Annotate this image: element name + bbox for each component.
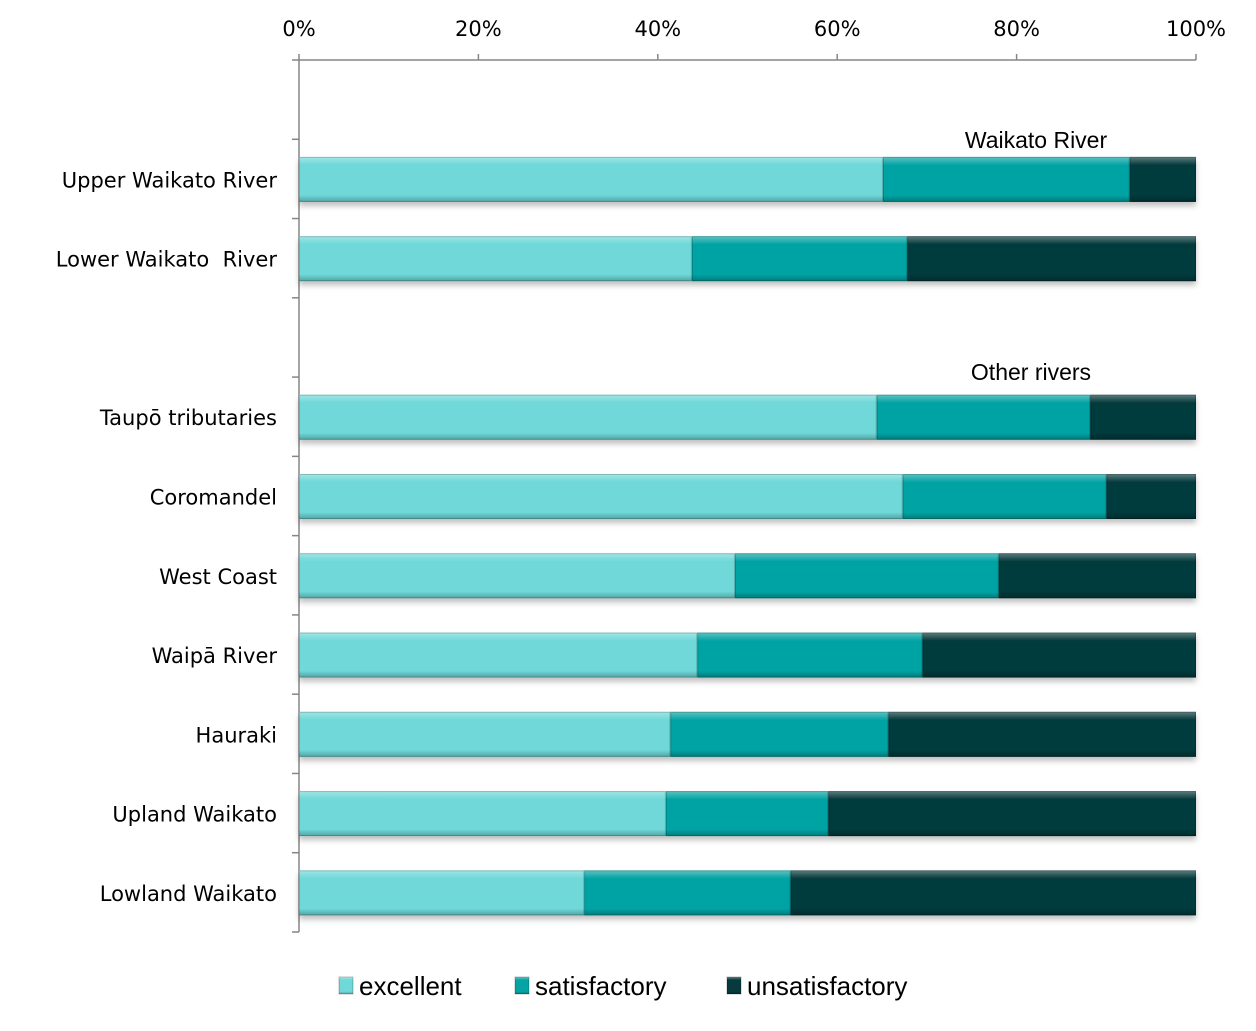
bar-edge: [876, 394, 1091, 440]
bar-bevel: [902, 474, 1107, 519]
bar-edge: [922, 632, 1196, 678]
axes: 0% 20% 40% 60% 80% 100%: [282, 17, 1226, 933]
legend-swatch-bevel: [727, 977, 741, 994]
bar-group: [299, 394, 1197, 440]
bar-group: [299, 632, 1196, 678]
bar-edge: [907, 236, 1197, 282]
bar-edge: [902, 474, 1107, 519]
category-label: Lower Waikato River: [56, 248, 278, 272]
bar-edge: [888, 711, 1196, 757]
bar-edge: [299, 236, 692, 282]
bar-bevel: [691, 236, 908, 282]
bar-bevel: [1129, 156, 1196, 202]
bar-group: [299, 236, 1197, 282]
bar-edge: [697, 632, 923, 678]
bar-edge: [734, 553, 999, 599]
bar-bevel: [299, 553, 735, 599]
bar-edge: [1090, 394, 1197, 440]
category-label: West Coast: [159, 565, 277, 589]
legend: excellent satisfactory unsatisfactory: [338, 971, 907, 1001]
x-tick-label: 100%: [1166, 17, 1226, 41]
bar-bevel: [828, 791, 1196, 837]
bar-bevel: [299, 156, 883, 202]
bar-bevel: [876, 394, 1091, 440]
bar-group: [299, 870, 1197, 916]
bar-bevel: [299, 394, 877, 440]
x-tick-label: 20%: [455, 17, 502, 41]
x-tick-label: 40%: [634, 17, 681, 41]
x-tick-label: 60%: [814, 17, 861, 41]
bar-bevel: [670, 711, 889, 757]
bar-edge: [1106, 474, 1197, 519]
bar-edge: [1129, 156, 1196, 202]
bar-group: [299, 474, 1197, 519]
category-label: Upland Waikato: [112, 803, 277, 827]
category-label: Waipā River: [152, 644, 278, 668]
bar-edge: [828, 791, 1196, 837]
bar-bevel: [299, 711, 671, 757]
x-tick-label: 80%: [993, 17, 1040, 41]
bar-edge: [299, 791, 666, 837]
bar-group: [299, 553, 1196, 599]
bar-bevel: [299, 236, 692, 282]
legend-swatch-bevel: [339, 977, 353, 994]
annotation-label: Other rivers: [971, 359, 1091, 385]
bar-bevel: [665, 791, 829, 837]
bar-group: [299, 711, 1196, 757]
legend-swatch-bevel: [515, 977, 529, 994]
bar-edge: [299, 553, 735, 599]
bar-bevel: [922, 632, 1196, 678]
bar-edge: [299, 711, 671, 757]
bar-bevel: [888, 711, 1196, 757]
category-label: Lowland Waikato: [100, 882, 277, 906]
bar-bevel: [882, 156, 1130, 202]
bar-group: [299, 156, 1196, 202]
bar-edge: [691, 236, 908, 282]
bar-edge: [584, 870, 791, 916]
bar-edge: [299, 870, 585, 916]
bar-bevel: [299, 791, 666, 837]
category-label: Upper Waikato River: [62, 168, 278, 192]
annotation-label: Waikato River: [965, 127, 1108, 153]
bars: [299, 156, 1197, 916]
bar-edge: [665, 791, 829, 837]
bar-bevel: [734, 553, 999, 599]
bar-bevel: [907, 236, 1196, 282]
legend-label: unsatisfactory: [747, 971, 907, 1001]
bar-bevel: [697, 632, 923, 678]
bar-bevel: [998, 553, 1196, 599]
bar-bevel: [299, 632, 698, 678]
bar-edge: [299, 394, 877, 440]
legend-label: satisfactory: [535, 971, 667, 1001]
bar-bevel: [299, 474, 903, 519]
x-tick-label: 0%: [282, 17, 315, 41]
bar-edge: [299, 632, 698, 678]
category-label: Taupō tributaries: [99, 406, 277, 430]
bar-bevel: [584, 870, 791, 916]
bar-edge: [790, 870, 1197, 916]
bar-edge: [998, 553, 1196, 599]
bar-edge: [882, 156, 1130, 202]
category-labels: Upper Waikato River Lower Waikato River Ta…: [56, 127, 1108, 906]
category-label: Coromandel: [150, 486, 277, 510]
bar-edge: [299, 156, 883, 202]
bar-bevel: [1090, 394, 1196, 440]
category-label: Hauraki: [196, 723, 277, 747]
legend-label: excellent: [359, 971, 462, 1001]
bar-edge: [670, 711, 889, 757]
bar-edge: [299, 474, 903, 519]
bar-group: [299, 791, 1196, 837]
bar-bevel: [790, 870, 1196, 916]
bar-bevel: [299, 870, 585, 916]
bar-bevel: [1106, 474, 1196, 519]
